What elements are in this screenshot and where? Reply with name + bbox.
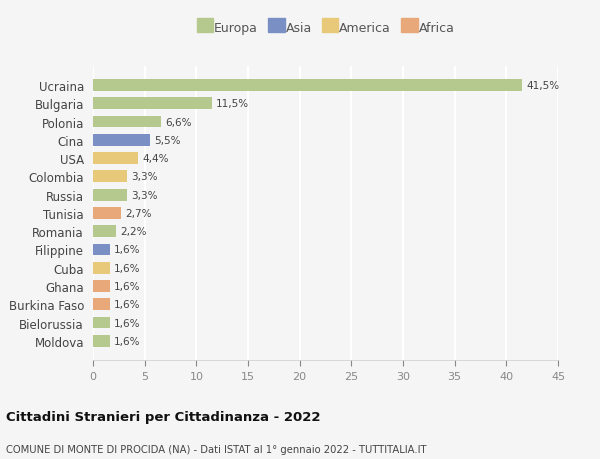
Bar	[93, 299, 110, 310]
Bar	[93, 189, 127, 201]
Bar	[93, 317, 110, 329]
Text: 4,4%: 4,4%	[143, 154, 169, 164]
Legend: Europa, Asia, America, Africa: Europa, Asia, America, Africa	[194, 20, 457, 38]
Bar	[93, 226, 116, 238]
Text: 11,5%: 11,5%	[216, 99, 249, 109]
Text: 2,7%: 2,7%	[125, 208, 152, 218]
Bar	[93, 207, 121, 219]
Text: 1,6%: 1,6%	[113, 300, 140, 309]
Text: 1,6%: 1,6%	[113, 336, 140, 346]
Text: 3,3%: 3,3%	[131, 172, 158, 182]
Bar	[93, 98, 212, 110]
Text: 41,5%: 41,5%	[526, 81, 559, 91]
Bar	[93, 335, 110, 347]
Text: Cittadini Stranieri per Cittadinanza - 2022: Cittadini Stranieri per Cittadinanza - 2…	[6, 410, 320, 423]
Text: 5,5%: 5,5%	[154, 135, 181, 146]
Bar	[93, 80, 522, 92]
Bar	[93, 134, 150, 146]
Text: 6,6%: 6,6%	[166, 118, 192, 127]
Text: 1,6%: 1,6%	[113, 318, 140, 328]
Bar	[93, 262, 110, 274]
Text: 3,3%: 3,3%	[131, 190, 158, 200]
Bar	[93, 244, 110, 256]
Bar	[93, 280, 110, 292]
Text: 1,6%: 1,6%	[113, 263, 140, 273]
Text: 1,6%: 1,6%	[113, 281, 140, 291]
Text: 1,6%: 1,6%	[113, 245, 140, 255]
Text: COMUNE DI MONTE DI PROCIDA (NA) - Dati ISTAT al 1° gennaio 2022 - TUTTITALIA.IT: COMUNE DI MONTE DI PROCIDA (NA) - Dati I…	[6, 444, 427, 454]
Bar	[93, 171, 127, 183]
Bar	[93, 153, 139, 165]
Bar	[93, 117, 161, 128]
Text: 2,2%: 2,2%	[120, 227, 146, 237]
